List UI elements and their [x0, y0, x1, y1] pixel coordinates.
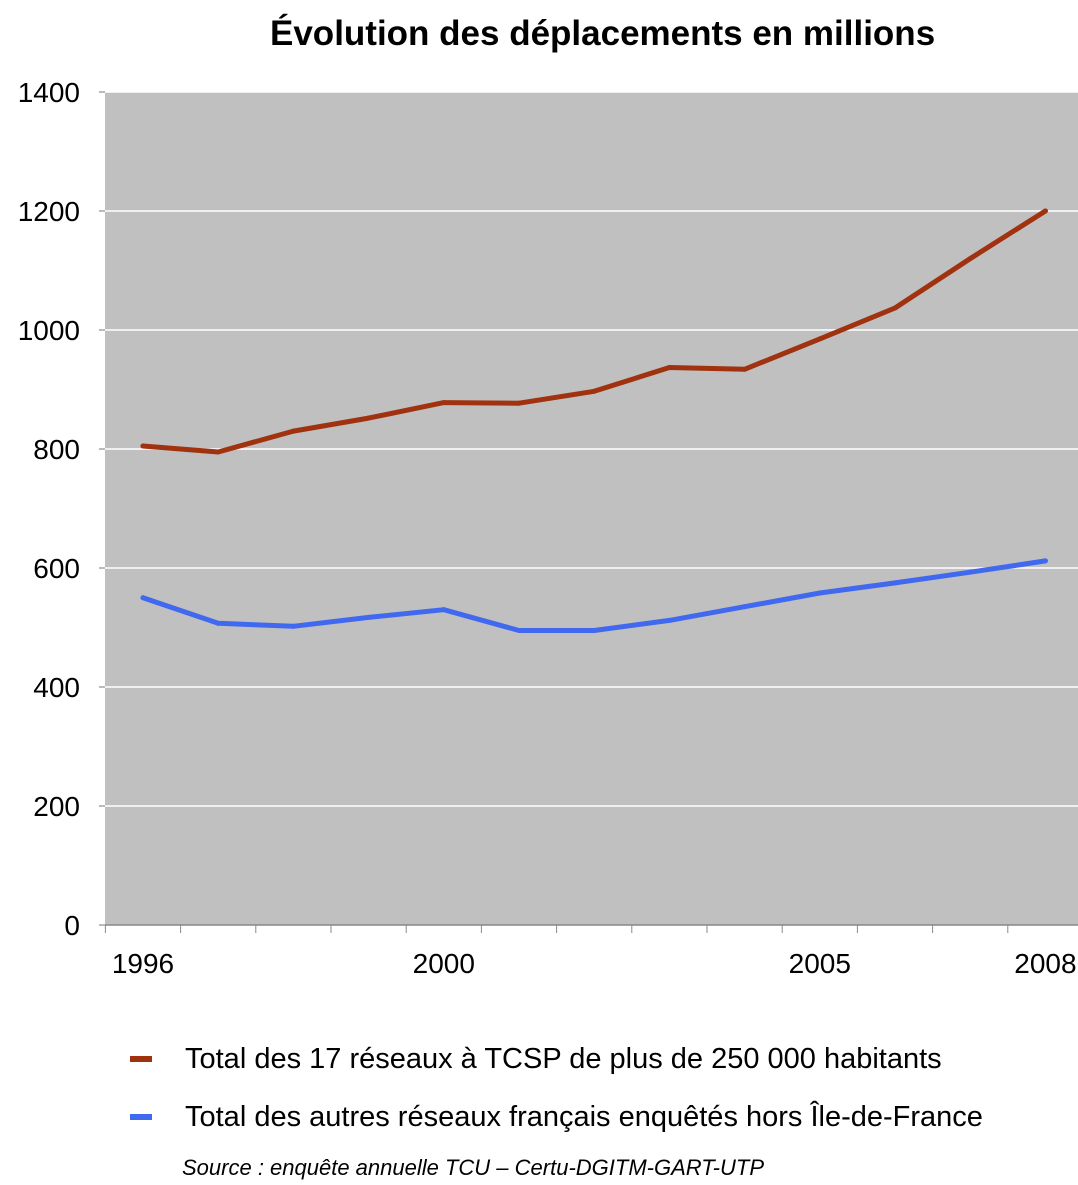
y-tick-label: 1400: [18, 77, 80, 108]
line-chart: 0 200 400 600 800 1000 1200 1400 1996 2000 2005 200…: [18, 77, 1078, 979]
x-tick-label: 2005: [789, 948, 851, 979]
data-point: [742, 366, 748, 372]
source-note: Source : enquête annuelle TCU – Certu-DG…: [182, 1155, 765, 1180]
data-point: [516, 400, 522, 406]
data-point: [1042, 208, 1048, 214]
y-tick-label: 1200: [18, 196, 80, 227]
data-point: [215, 449, 221, 455]
data-point: [591, 388, 597, 394]
data-point: [666, 364, 672, 370]
legend-swatch-autres: [130, 1114, 152, 1120]
data-point: [967, 256, 973, 262]
data-point: [817, 336, 823, 342]
data-point: [892, 580, 898, 586]
y-tick-label: 0: [64, 910, 80, 941]
data-point: [366, 415, 372, 421]
plot-area: [105, 92, 1078, 925]
chart-title: Évolution des déplacements en millions: [270, 14, 936, 53]
y-tick-label: 800: [33, 434, 80, 465]
data-point: [140, 443, 146, 449]
data-point: [290, 623, 296, 629]
data-point: [967, 569, 973, 575]
x-tick-label: 2000: [413, 948, 475, 979]
y-tick-label: 1000: [18, 315, 80, 346]
data-point: [366, 614, 372, 620]
y-tick-label: 600: [33, 553, 80, 584]
data-point: [140, 595, 146, 601]
x-tick-label: 1996: [112, 948, 174, 979]
legend: Total des 17 réseaux à TCSP de plus de 2…: [130, 1030, 983, 1146]
y-tick-label: 200: [33, 791, 80, 822]
data-point: [817, 590, 823, 596]
legend-label-autres: Total des autres réseaux français enquêt…: [185, 1100, 983, 1133]
data-point: [892, 305, 898, 311]
x-tick-label: 2008: [1014, 948, 1076, 979]
legend-item-tcsp: Total des 17 réseaux à TCSP de plus de 2…: [130, 1030, 983, 1088]
data-point: [290, 428, 296, 434]
legend-swatch-tcsp: [130, 1056, 152, 1062]
data-point: [666, 617, 672, 623]
data-point: [591, 627, 597, 633]
data-point: [441, 607, 447, 613]
data-point: [1042, 558, 1048, 564]
data-point: [516, 627, 522, 633]
y-tick-label: 400: [33, 672, 80, 703]
legend-label-tcsp: Total des 17 réseaux à TCSP de plus de 2…: [185, 1042, 942, 1075]
legend-item-autres: Total des autres réseaux français enquêt…: [130, 1088, 983, 1146]
data-point: [441, 400, 447, 406]
data-point: [215, 620, 221, 626]
data-point: [742, 604, 748, 610]
